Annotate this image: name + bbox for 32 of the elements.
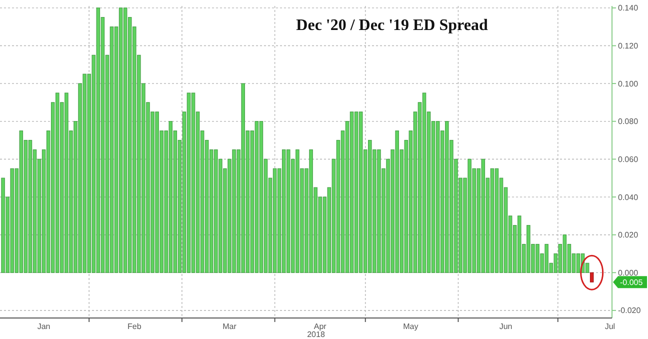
x-tick-label: Apr (314, 322, 327, 331)
y-tick-label: 0.040 (618, 192, 639, 202)
x-tick-label: Jun (499, 322, 512, 331)
bar (186, 92, 191, 273)
bar (118, 8, 123, 273)
bar (494, 168, 499, 273)
x-tick-label: Jan (37, 322, 50, 331)
x-tick-label: May (403, 322, 418, 331)
x-tick-label: Jul (604, 322, 616, 331)
bar (272, 168, 277, 273)
y-tick-label: 0.100 (618, 79, 639, 88)
y-tick-label: 0.080 (618, 117, 639, 126)
y-tick-label: 0.020 (618, 230, 639, 240)
x-tick-label: Feb (127, 322, 142, 331)
x-tick-label: Mar (222, 322, 237, 331)
y-tick-label: 0.120 (618, 42, 639, 51)
bar (490, 168, 494, 273)
y-tick-label: -0.020 (618, 306, 642, 316)
bar (259, 121, 264, 273)
y-tick-label: 0.060 (618, 154, 639, 164)
y-tick-label: 0.000 (618, 268, 639, 278)
bar (350, 112, 354, 273)
x-axis-title: 2018 (307, 330, 326, 339)
bar (576, 253, 580, 273)
y-tick-label: 0.140 (618, 4, 639, 13)
bar (110, 26, 114, 273)
bar (422, 92, 426, 273)
bar (28, 140, 32, 273)
bar (590, 272, 594, 282)
annotation: -0.005 (620, 278, 644, 287)
bar (191, 92, 196, 273)
text: Dec '20 / Dec '19 ED Spread (296, 17, 488, 34)
